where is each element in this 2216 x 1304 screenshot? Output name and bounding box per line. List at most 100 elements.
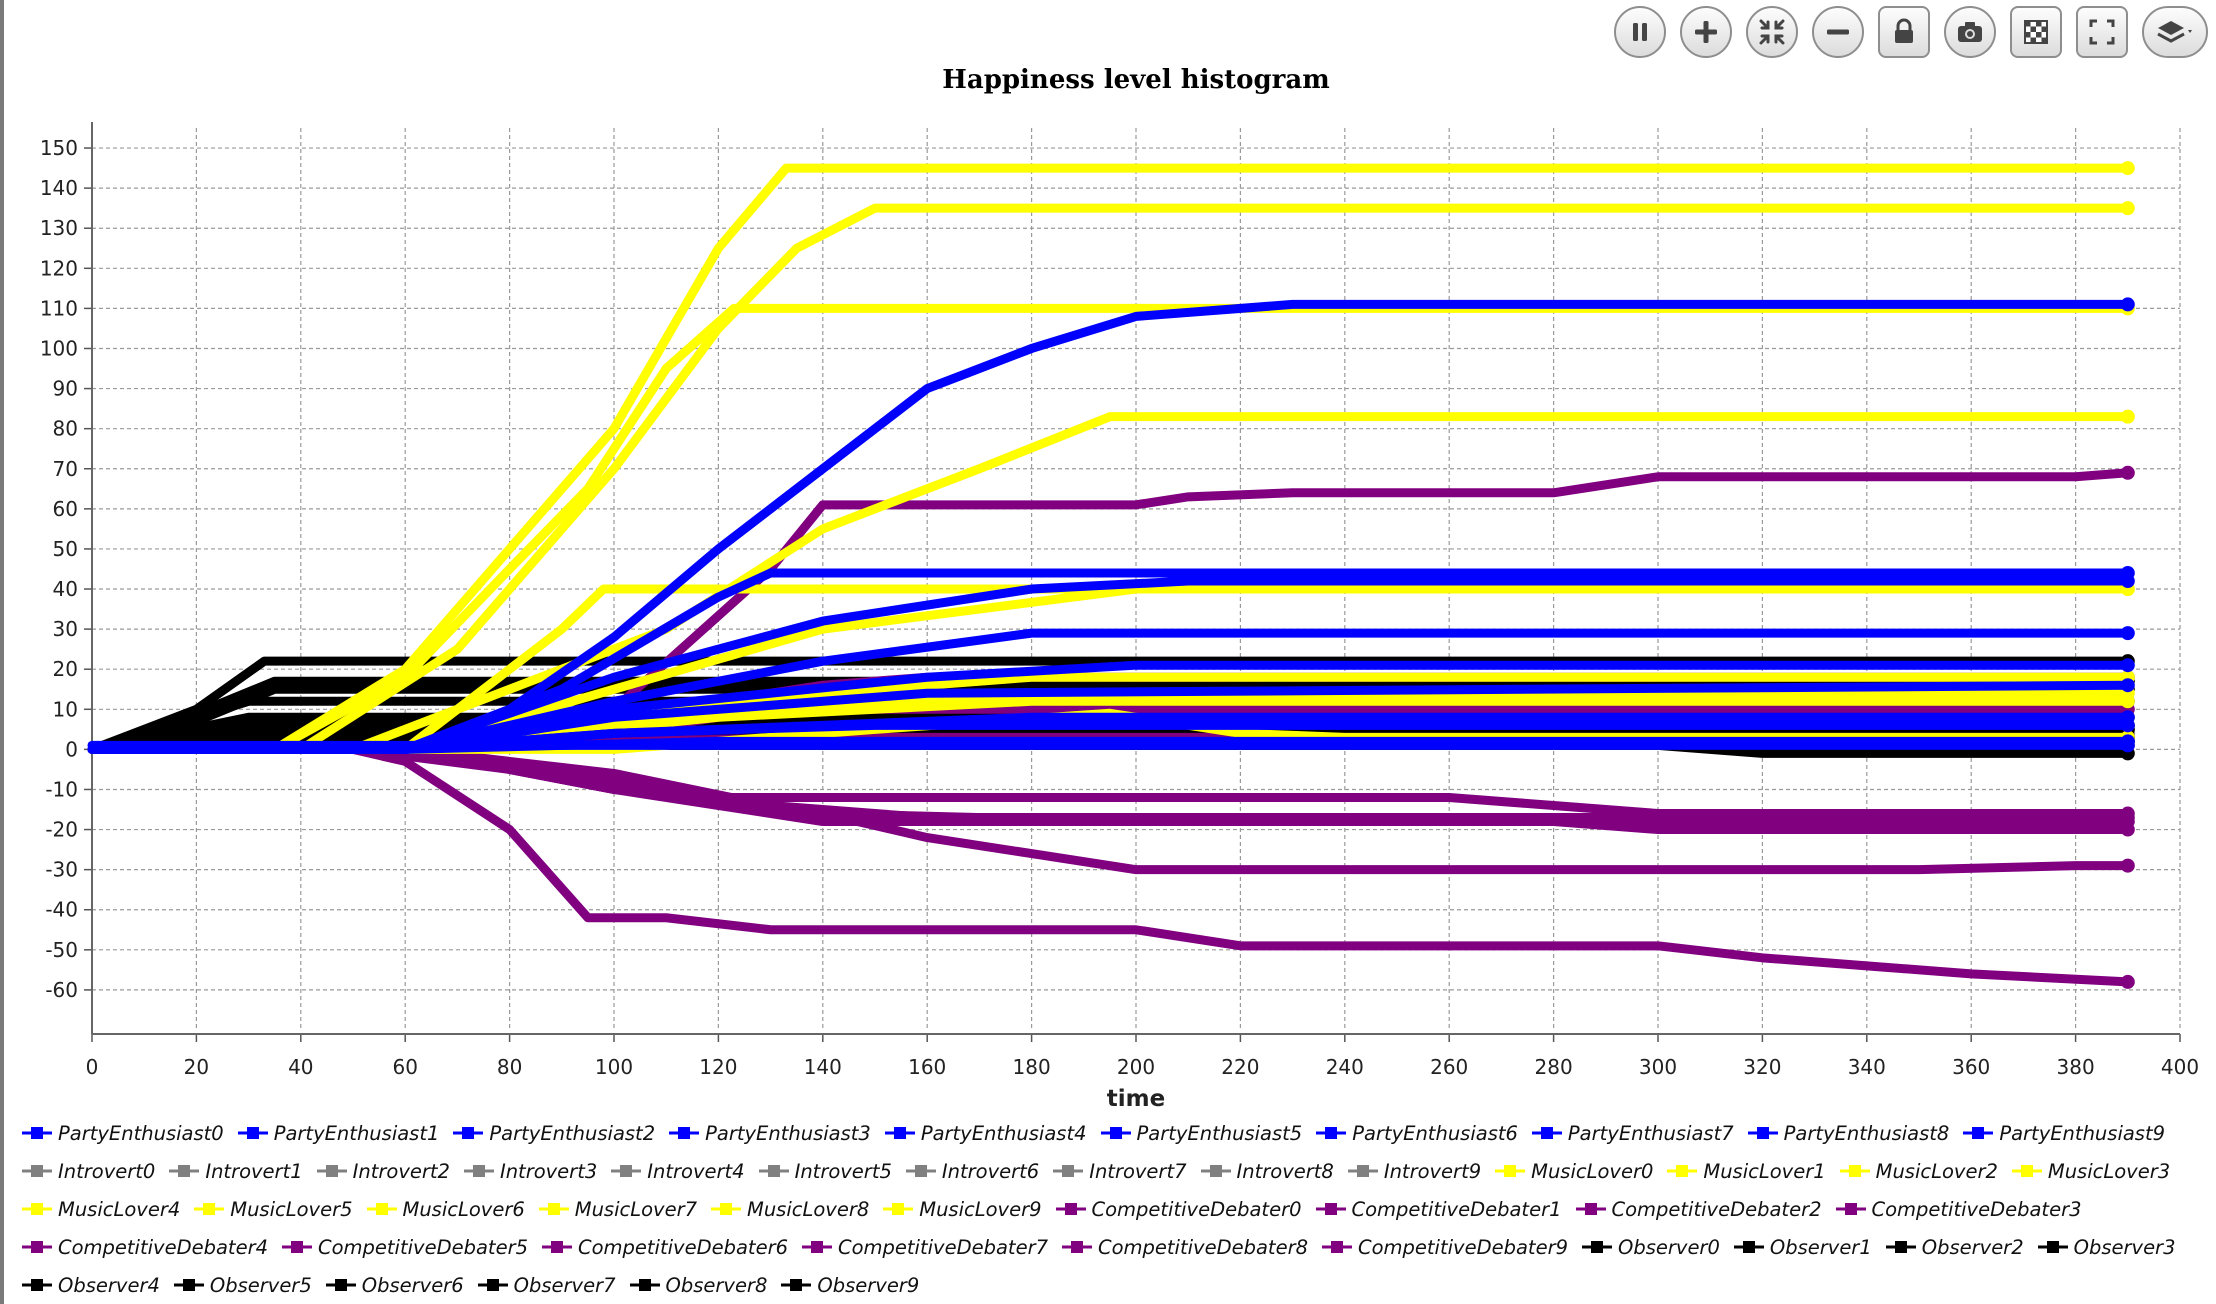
legend-swatch (22, 1165, 52, 1177)
legend-label: MusicLover4 (58, 1197, 181, 1221)
pause-button[interactable] (1614, 6, 1666, 58)
layers-icon (2157, 21, 2192, 43)
legend-label: PartyEnthusiast4 (920, 1121, 1087, 1145)
series-end-marker-PartyEnthusiast5 (2120, 678, 2135, 693)
fullscreen-button[interactable] (2076, 6, 2128, 58)
legend-item: PartyEnthusiast1 (237, 1114, 439, 1152)
legend-swatch (1315, 1203, 1346, 1215)
legend-label: Observer3 (2073, 1235, 2176, 1259)
y-tick-label: 20 (53, 657, 78, 681)
x-tick-label: 180 (1013, 1055, 1051, 1079)
legend-swatch (316, 1165, 347, 1177)
series-end-marker-PartyEnthusiast3 (2120, 626, 2135, 641)
legend-label: MusicLover3 (2047, 1159, 2171, 1183)
x-tick-label: 300 (1639, 1055, 1677, 1079)
legend-item: MusicLover0 (1495, 1152, 1653, 1190)
legend-item: Observer6 (325, 1266, 464, 1304)
legend-item: PartyEnthusiast9 (1963, 1114, 2165, 1152)
legend-label: CompetitiveDebater3 (1871, 1197, 2082, 1221)
legend-label: PartyEnthusiast5 (1136, 1121, 1303, 1145)
x-tick-label: 120 (699, 1055, 737, 1079)
legend-label: Introvert4 (647, 1159, 745, 1183)
legend-label: Introvert3 (499, 1159, 598, 1183)
legend-label: PartyEnthusiast8 (1783, 1121, 1950, 1145)
fit-button[interactable] (1746, 6, 1798, 58)
legend-item: Introvert5 (758, 1152, 892, 1190)
legend-label: MusicLover8 (747, 1197, 870, 1221)
y-tick-label: 90 (53, 377, 78, 401)
legend-swatch (781, 1279, 812, 1291)
series-line-CompetitiveDebater7 (87, 744, 2133, 987)
legend-swatch (802, 1241, 832, 1253)
y-tick-label: 120 (40, 256, 78, 280)
legend-label: Observer0 (1618, 1235, 1720, 1259)
lock-button[interactable] (1878, 6, 1930, 58)
legend-item: MusicLover3 (2011, 1152, 2171, 1190)
background-button[interactable] (2010, 6, 2062, 58)
legend-item: Introvert1 (169, 1152, 303, 1190)
y-tick-label: 140 (40, 176, 78, 200)
legend-label: Introvert0 (58, 1159, 156, 1183)
legend-label: CompetitiveDebater7 (838, 1235, 1048, 1259)
layers-button[interactable] (2142, 6, 2208, 58)
y-tick-label: 110 (40, 296, 78, 320)
legend-swatch (884, 1127, 915, 1139)
legend-swatch (22, 1127, 52, 1139)
x-tick-label: 0 (86, 1055, 99, 1079)
y-tick-label: -30 (45, 858, 78, 882)
legend-swatch (1347, 1165, 1378, 1177)
x-tick-label: 20 (184, 1055, 209, 1079)
series-end-marker-MusicLover0 (2120, 161, 2135, 176)
x-tick-label: 400 (2161, 1055, 2199, 1079)
legend-label: PartyEnthusiast7 (1567, 1121, 1734, 1145)
legend-item: Introvert6 (905, 1152, 1039, 1190)
snapshot-button[interactable] (1944, 6, 1996, 58)
legend-item: Observer4 (22, 1266, 160, 1304)
x-tick-label: 140 (804, 1055, 842, 1079)
legend-label: Observer1 (1769, 1235, 1872, 1259)
legend-label: PartyEnthusiast2 (489, 1121, 656, 1145)
y-tick-label: 130 (40, 216, 78, 240)
x-tick-label: 260 (1430, 1055, 1468, 1079)
legend-swatch (1575, 1203, 1606, 1215)
zoom-out-button[interactable] (1812, 6, 1864, 58)
legend-label: Introvert5 (794, 1159, 892, 1183)
compress-icon (1759, 19, 1785, 45)
legend-label: MusicLover0 (1531, 1159, 1654, 1183)
legend-label: CompetitiveDebater4 (58, 1235, 268, 1259)
legend-item: CompetitiveDebater1 (1315, 1190, 1562, 1228)
legend-swatch (1839, 1165, 1870, 1177)
legend-label: MusicLover1 (1703, 1159, 1826, 1183)
legend-item: MusicLover1 (1667, 1152, 1826, 1190)
legend-swatch (1100, 1127, 1131, 1139)
legend-item: CompetitiveDebater0 (1055, 1190, 1302, 1228)
legend-label: CompetitiveDebater1 (1351, 1197, 1562, 1221)
legend-item: MusicLover8 (711, 1190, 869, 1228)
y-tick-label: -10 (45, 777, 78, 801)
legend-item: MusicLover9 (883, 1190, 1042, 1228)
legend-item: Observer7 (477, 1266, 616, 1304)
legend-item: CompetitiveDebater8 (1062, 1228, 1308, 1266)
x-tick-label: 240 (1326, 1055, 1364, 1079)
legend-item: Observer3 (2037, 1228, 2176, 1266)
legend-swatch (629, 1279, 660, 1291)
legend-item: MusicLover7 (538, 1190, 697, 1228)
x-tick-label: 80 (497, 1055, 522, 1079)
legend-label: Observer8 (665, 1273, 768, 1297)
legend-swatch (22, 1279, 52, 1291)
legend-swatch (1316, 1127, 1347, 1139)
legend-swatch (1885, 1241, 1916, 1253)
zoom-in-button[interactable] (1680, 6, 1732, 58)
x-tick-label: 280 (1535, 1055, 1573, 1079)
legend-item: PartyEnthusiast2 (453, 1114, 655, 1152)
legend-label: MusicLover2 (1875, 1159, 1998, 1183)
camera-icon (1958, 22, 1982, 42)
legend-swatch (1667, 1165, 1698, 1177)
legend-label: Introvert7 (1089, 1159, 1187, 1183)
x-tick-label: 320 (1743, 1055, 1781, 1079)
legend-label: Observer4 (58, 1273, 160, 1297)
y-tick-label: 50 (53, 537, 78, 561)
series-line-MusicLover3 (87, 412, 2133, 754)
checkerboard-icon (2024, 20, 2048, 44)
y-tick-label: 70 (53, 457, 78, 481)
